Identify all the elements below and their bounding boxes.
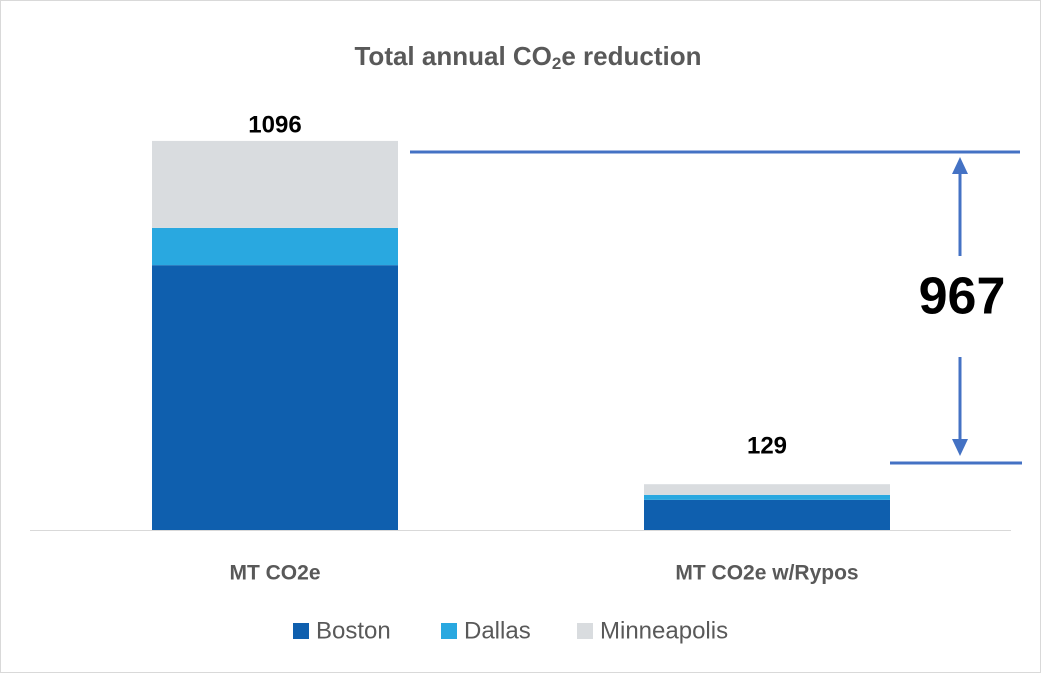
difference-annotation (410, 150, 1022, 465)
bar-segment (152, 140, 398, 228)
bar-segment (644, 494, 890, 500)
annotation: 967 (919, 268, 1006, 326)
legend-swatch (441, 623, 457, 639)
legend-label: Dallas (464, 617, 531, 644)
total-label: 129 (747, 433, 787, 460)
legend-swatch (577, 623, 593, 639)
legend-label: Boston (316, 617, 391, 644)
arrow-head (952, 439, 968, 456)
bar-segment (644, 484, 890, 495)
legend-swatch (293, 623, 309, 639)
x-tick-label: MT CO2e (229, 562, 320, 585)
total-label: 1096 (248, 111, 301, 138)
arrow-head (952, 157, 968, 174)
bar-segment (644, 499, 890, 530)
chart-title: Total annual CO2e reduction (354, 41, 701, 74)
x-tick-label: MT CO2e w/Rypos (675, 562, 858, 585)
legend-label: Minneapolis (600, 617, 728, 644)
bar-segment (152, 265, 398, 530)
bar-segment (152, 227, 398, 266)
